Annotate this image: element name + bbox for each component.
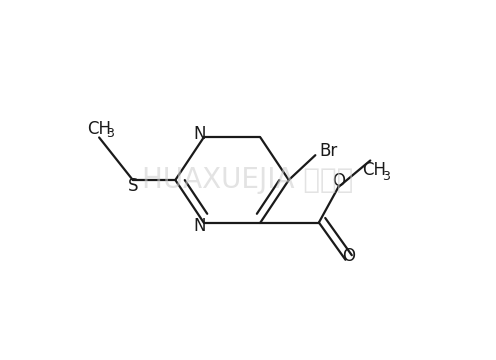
Text: N: N [193, 125, 206, 143]
Text: CH: CH [87, 120, 111, 138]
Text: N: N [193, 217, 206, 235]
Text: CH: CH [362, 161, 386, 179]
Text: O: O [343, 247, 356, 265]
Text: 3: 3 [107, 127, 115, 140]
Text: S: S [127, 177, 138, 195]
Text: O: O [332, 172, 345, 190]
Text: HUAXUEJIA 化学加: HUAXUEJIA 化学加 [142, 166, 354, 194]
Text: Br: Br [319, 142, 338, 160]
Text: 3: 3 [382, 170, 390, 183]
